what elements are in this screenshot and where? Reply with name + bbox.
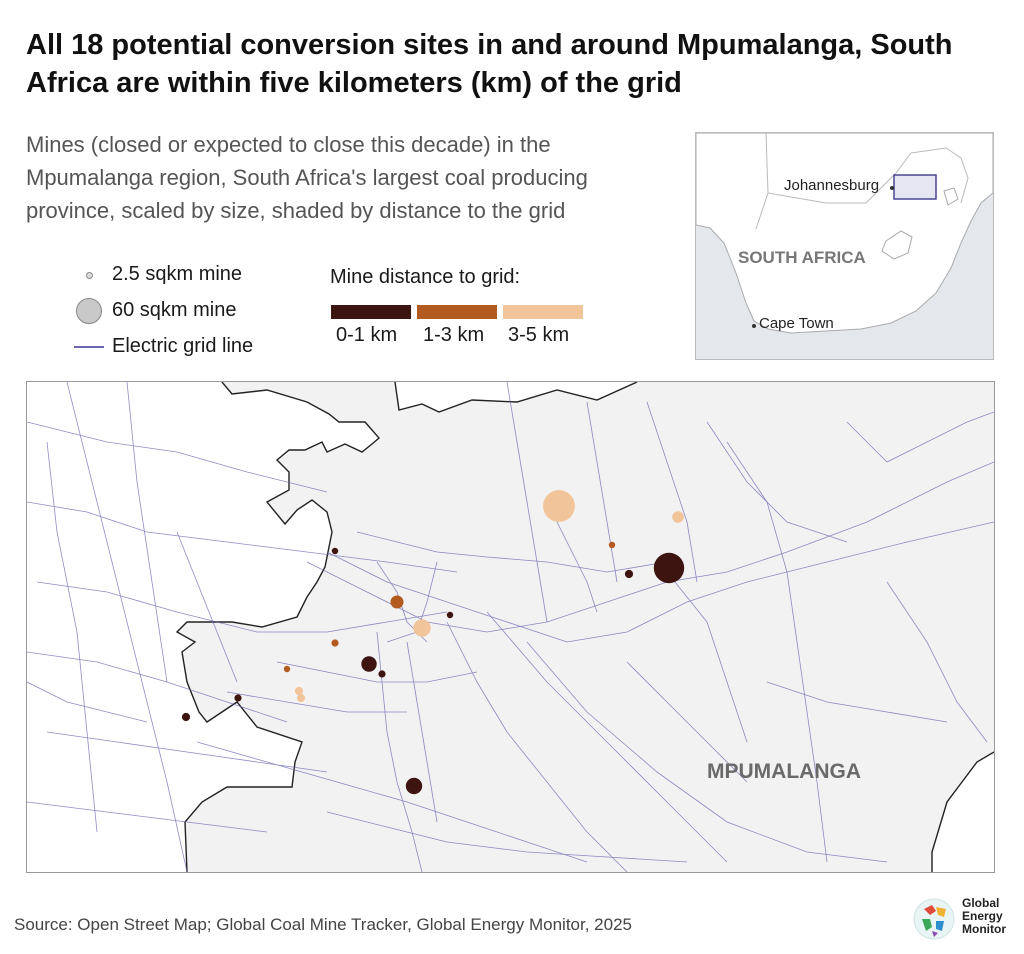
gem-logo: Global Energy Monitor — [912, 895, 1022, 945]
source-note: Source: Open Street Map; Global Coal Min… — [14, 915, 632, 934]
chart-title: All 18 potential conversion sites in and… — [26, 29, 953, 99]
inset-land — [696, 133, 993, 334]
swatch-0-1km — [331, 305, 411, 319]
mine-marker — [294, 686, 304, 696]
size-small-label: 2.5 sqkm mine — [112, 263, 243, 285]
mine-marker — [331, 547, 339, 555]
size-large-label: 60 sqkm mine — [112, 299, 237, 321]
cape-town-marker — [752, 324, 756, 328]
swatch-3-5km — [503, 305, 583, 319]
mine-marker — [390, 595, 404, 609]
mine-marker — [405, 777, 423, 795]
chart-subtitle: Mines (closed or expected to close this … — [26, 132, 588, 223]
mine-marker — [234, 694, 242, 702]
province-border-east — [931, 751, 994, 872]
eswatini-outline — [943, 187, 959, 206]
large-mine-symbol — [76, 298, 102, 324]
main-map: MPUMALANGA — [26, 381, 995, 873]
lesotho-outline — [881, 230, 913, 260]
mine-marker — [446, 611, 454, 619]
mine-marker — [331, 639, 339, 647]
small-mine-symbol — [86, 272, 93, 279]
cape-town-label: Cape Town — [759, 315, 834, 332]
johannesburg-label: Johannesburg — [784, 177, 880, 194]
mine-marker — [653, 552, 685, 584]
bin-label-0-1km: 0-1 km — [336, 324, 398, 346]
province-border-west — [175, 382, 380, 872]
electric-grid — [27, 382, 994, 872]
mine-marker — [361, 656, 377, 672]
mine-markers — [181, 490, 685, 795]
bin-label-1-3km: 1-3 km — [423, 324, 485, 346]
mine-marker — [413, 619, 431, 637]
grid-line-label: Electric grid line — [112, 335, 254, 357]
swatch-1-3km — [417, 305, 497, 319]
mine-marker — [378, 670, 386, 678]
study-area-box — [893, 174, 937, 200]
mine-marker — [543, 490, 575, 522]
johannesburg-marker — [890, 186, 894, 190]
bin-label-3-5km: 3-5 km — [508, 324, 570, 346]
globe-icon — [913, 898, 955, 940]
logo-word-1: Global — [962, 896, 1000, 910]
mine-marker — [608, 541, 616, 549]
mine-marker — [296, 693, 306, 703]
mine-marker — [624, 569, 634, 579]
distance-legend-title: Mine distance to grid: — [330, 266, 521, 288]
province-border-north — [394, 382, 638, 413]
mine-marker — [672, 511, 684, 523]
inset-map-svg — [696, 133, 993, 334]
main-map-svg — [27, 382, 994, 872]
region-label: MPUMALANGA — [707, 760, 861, 783]
logo-word-3: Monitor — [962, 922, 1006, 936]
logo-text: Global Energy Monitor — [962, 897, 1006, 936]
logo-word-2: Energy — [962, 909, 1003, 923]
mine-marker — [181, 712, 191, 722]
grid-line-swatch — [74, 346, 104, 348]
inset-locator-map: Johannesburg Cape Town SOUTH AFRICA — [695, 132, 994, 360]
inset-borders — [755, 133, 969, 230]
mpumalanga-province — [177, 382, 994, 872]
country-label: SOUTH AFRICA — [738, 248, 866, 267]
mine-marker — [283, 665, 291, 673]
